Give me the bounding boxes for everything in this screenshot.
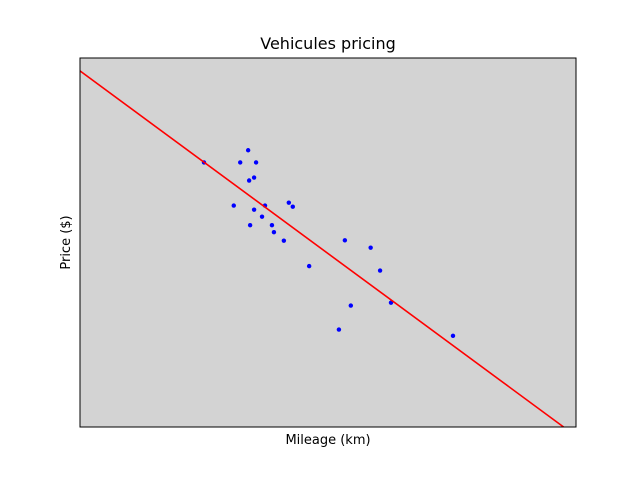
plot-frame	[79, 57, 577, 428]
data-point-14	[281, 238, 287, 243]
data-point-10	[259, 214, 265, 219]
data-point-16	[290, 204, 295, 209]
data-point-24	[450, 333, 456, 339]
data-point-7	[231, 203, 236, 208]
data-point-22	[336, 327, 342, 332]
data-point-19	[368, 245, 373, 250]
y-axis-label: Price ($)	[59, 215, 74, 269]
data-point-18	[342, 238, 348, 243]
data-point-15	[286, 200, 292, 205]
data-point-21	[348, 303, 354, 308]
data-point-3	[245, 148, 251, 153]
data-point-9	[251, 207, 257, 212]
regression-line	[80, 70, 565, 427]
data-point-4	[253, 160, 259, 165]
data-point-20	[377, 268, 383, 273]
data-point-2	[238, 160, 243, 165]
plot-area	[80, 58, 576, 427]
chart-title: Vehicules pricing	[260, 34, 396, 53]
data-point-12	[269, 222, 275, 228]
data-point-13	[271, 229, 277, 235]
data-point-17	[306, 263, 312, 269]
data-point-6	[251, 175, 257, 180]
data-point-5	[246, 178, 252, 183]
chart-marks	[80, 70, 565, 427]
data-point-11	[247, 222, 253, 228]
x-axis-label: Mileage (km)	[285, 433, 370, 448]
